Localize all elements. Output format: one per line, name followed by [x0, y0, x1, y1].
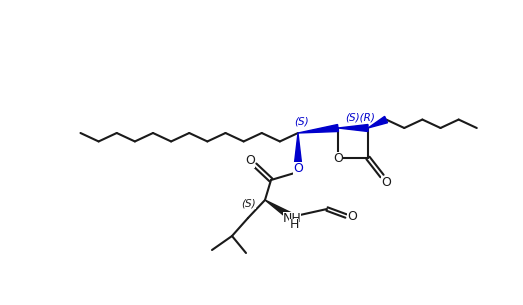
- Polygon shape: [338, 124, 368, 131]
- Text: O: O: [293, 162, 303, 174]
- Polygon shape: [294, 133, 301, 163]
- Text: O: O: [347, 210, 357, 223]
- Text: O: O: [333, 152, 343, 164]
- Text: (S)(R): (S)(R): [345, 112, 375, 122]
- Text: H: H: [289, 218, 299, 231]
- Polygon shape: [265, 200, 292, 219]
- Text: O: O: [381, 175, 391, 188]
- Polygon shape: [368, 117, 388, 128]
- Text: (S): (S): [242, 199, 256, 209]
- Polygon shape: [298, 124, 338, 133]
- Text: O: O: [245, 155, 255, 167]
- Text: NH: NH: [282, 211, 301, 224]
- Text: (S): (S): [294, 117, 309, 127]
